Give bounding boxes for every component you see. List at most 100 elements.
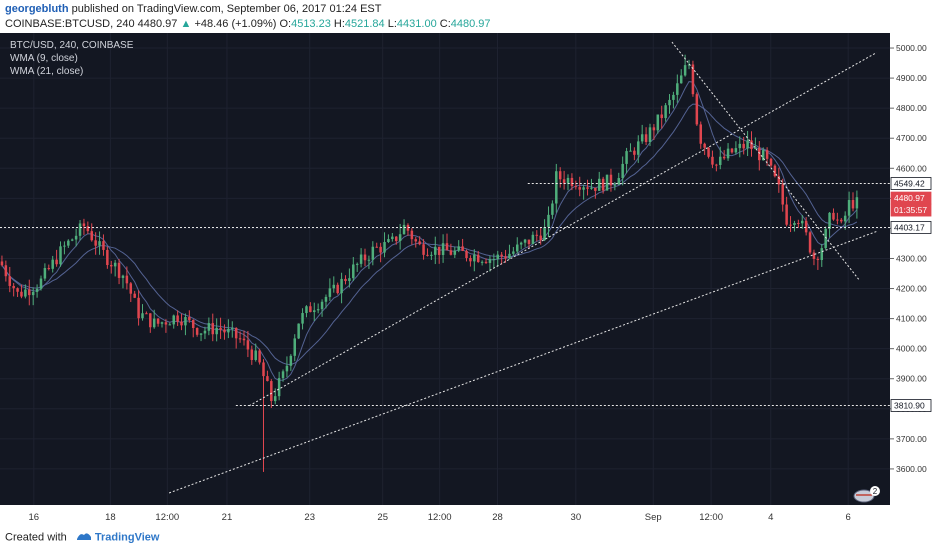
candle-body — [74, 235, 78, 240]
candle-body — [12, 285, 15, 289]
candle-body — [168, 324, 172, 326]
candle-body — [348, 278, 351, 282]
candle-body — [402, 224, 406, 235]
candle-body — [707, 147, 710, 157]
candle-body — [297, 323, 300, 339]
candle-body — [387, 239, 390, 243]
candle-body — [250, 349, 254, 360]
x-tick-label: 18 — [105, 512, 116, 523]
candle-body — [67, 240, 70, 246]
candle-body — [285, 365, 289, 372]
candle-body — [761, 150, 765, 161]
candle-body — [461, 246, 464, 251]
candle-body — [633, 150, 636, 155]
candle-body — [726, 148, 730, 159]
candle-body — [558, 171, 562, 180]
candle-body — [363, 254, 367, 261]
price-change: +48.46 (+1.09%) — [194, 18, 277, 30]
legend-wma-21: WMA (21, close) — [10, 66, 83, 77]
candle-body — [320, 301, 324, 310]
price-label: 4480.97 — [894, 193, 925, 203]
price-label: 3810.90 — [894, 401, 925, 411]
candle-body — [426, 254, 429, 256]
candle-body — [769, 158, 773, 166]
candle-body — [39, 278, 43, 289]
price-label-box — [890, 203, 932, 217]
price-axis[interactable]: 3600.003700.003800.003900.004000.004100.… — [890, 43, 932, 474]
candle-body — [562, 179, 566, 184]
wma-9-line — [1, 81, 858, 381]
candle-body — [613, 184, 617, 186]
candle-body — [851, 200, 855, 209]
candle-body — [309, 306, 312, 313]
author-name[interactable]: georgebluth — [5, 3, 69, 15]
candle-body — [738, 143, 742, 149]
candle-body — [113, 262, 117, 267]
candle-body — [70, 239, 74, 241]
candle-body — [180, 321, 183, 326]
candle-body — [473, 254, 476, 262]
candle-body — [246, 340, 250, 350]
candle-body — [63, 245, 66, 247]
time-axis-background — [0, 505, 890, 527]
y-tick-label: 4100.00 — [896, 314, 927, 324]
candle-body — [750, 140, 753, 150]
candle-body — [672, 94, 675, 100]
low-label: L: — [387, 18, 397, 30]
publish-line: georgebluth published on TradingView.com… — [5, 3, 381, 15]
y-tick-label: 4300.00 — [896, 253, 927, 263]
published-text: published on TradingView.com, September … — [71, 3, 382, 15]
candle-body — [621, 163, 624, 179]
price-label-box — [890, 177, 932, 190]
candle-body — [8, 276, 12, 286]
candle-body — [551, 203, 554, 215]
flag-badge[interactable]: 2 — [853, 486, 880, 503]
candle-body — [664, 105, 667, 119]
candle-body — [207, 323, 211, 331]
price-label: 01:35:57 — [894, 205, 927, 215]
candle-body — [734, 148, 738, 153]
candle-body — [262, 362, 265, 377]
time-axis[interactable]: 16 18 12:00 21 23 25 12:00 28 30 Sep 12:00 4 6 — [29, 512, 851, 523]
candle-body — [254, 350, 257, 360]
candle-body — [746, 140, 749, 149]
candle-body — [449, 250, 453, 255]
candle-body — [594, 187, 597, 191]
candle-body — [476, 254, 480, 262]
candle-body — [129, 283, 133, 294]
candle-body — [676, 83, 679, 95]
candle-body — [800, 220, 804, 224]
candle-body — [16, 288, 19, 292]
candle-body — [539, 235, 542, 241]
candle-body — [223, 329, 226, 333]
candle-body — [543, 227, 546, 241]
candle-body — [441, 243, 445, 255]
candle-body — [31, 291, 35, 296]
candle-body — [820, 248, 824, 261]
candle-body — [812, 252, 816, 259]
candle-body — [59, 246, 62, 265]
candle-body — [547, 214, 550, 228]
candle-body — [605, 174, 609, 191]
tradingview-logo-icon[interactable] — [76, 531, 92, 544]
candle-body — [340, 278, 343, 294]
candle-body — [719, 156, 722, 165]
tradingview-brand[interactable]: TradingView — [94, 531, 160, 544]
candle-body — [191, 319, 195, 329]
candle-body — [141, 313, 144, 319]
last-price: 4480.97 — [137, 18, 178, 30]
candle-body — [375, 246, 378, 248]
candle-body — [722, 156, 726, 159]
candle-body — [324, 296, 328, 302]
candle-body — [371, 246, 375, 260]
candle-body — [133, 293, 136, 298]
candle-body — [758, 147, 761, 161]
candle-body — [597, 178, 601, 191]
candle-body — [656, 114, 660, 131]
candle-body — [316, 309, 320, 311]
candle-body — [504, 256, 507, 259]
price-chart[interactable]: 3600.003700.003800.003900.004000.004100.… — [0, 33, 932, 527]
candle-body — [188, 317, 191, 320]
candle-body — [699, 124, 702, 144]
x-tick-label: 12:00 — [428, 512, 452, 523]
